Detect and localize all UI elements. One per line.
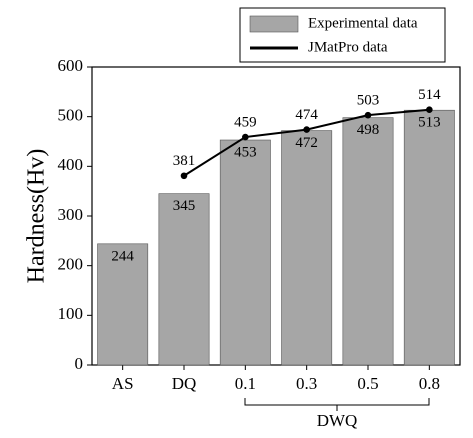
y-tick-label: 200 bbox=[58, 255, 84, 274]
legend-box bbox=[239, 7, 446, 63]
line-point bbox=[303, 126, 310, 133]
y-tick-label: 300 bbox=[58, 205, 84, 224]
group-label: DWQ bbox=[317, 411, 358, 430]
x-tick-label: AS bbox=[112, 374, 134, 393]
x-tick-label: 0.3 bbox=[296, 374, 317, 393]
y-tick-label: 500 bbox=[58, 106, 84, 125]
y-tick-label: 400 bbox=[58, 155, 84, 174]
x-tick-label: DQ bbox=[172, 374, 197, 393]
legend-label: Experimental data bbox=[308, 15, 418, 31]
line-point bbox=[364, 111, 372, 119]
bar bbox=[158, 193, 210, 366]
y-tick-label: 100 bbox=[58, 304, 84, 323]
line-point bbox=[242, 133, 249, 141]
group-bracket bbox=[244, 398, 430, 411]
x-tick-label: 0.5 bbox=[357, 374, 378, 393]
x-tick-label: 0.1 bbox=[235, 374, 256, 393]
bar bbox=[342, 117, 394, 366]
line-value-label: 514 bbox=[418, 87, 441, 103]
bar-value-label: 498 bbox=[357, 122, 380, 138]
line-value-label: 381 bbox=[173, 153, 196, 169]
line-value-label: 503 bbox=[357, 93, 380, 109]
bar bbox=[281, 130, 333, 366]
bar bbox=[219, 139, 271, 366]
line-value-label: 474 bbox=[295, 107, 318, 123]
bar-value-label: 345 bbox=[173, 198, 196, 214]
legend-swatch bbox=[249, 15, 299, 33]
bar bbox=[403, 109, 455, 366]
legend-label: JMatPro data bbox=[308, 39, 388, 55]
bar bbox=[97, 243, 149, 366]
bar-value-label: 513 bbox=[418, 115, 441, 131]
bar-value-label: 453 bbox=[234, 144, 257, 160]
y-tick-label: 0 bbox=[75, 354, 84, 373]
line-point bbox=[180, 172, 188, 180]
y-tick-label: 600 bbox=[58, 56, 84, 75]
y-axis-title: Hardness(Hv) bbox=[24, 149, 50, 284]
x-tick-label: 0.8 bbox=[419, 374, 440, 393]
line-value-label: 459 bbox=[234, 114, 257, 130]
bar-value-label: 244 bbox=[111, 248, 134, 264]
line-point bbox=[426, 106, 433, 114]
bar-value-label: 472 bbox=[295, 135, 318, 151]
